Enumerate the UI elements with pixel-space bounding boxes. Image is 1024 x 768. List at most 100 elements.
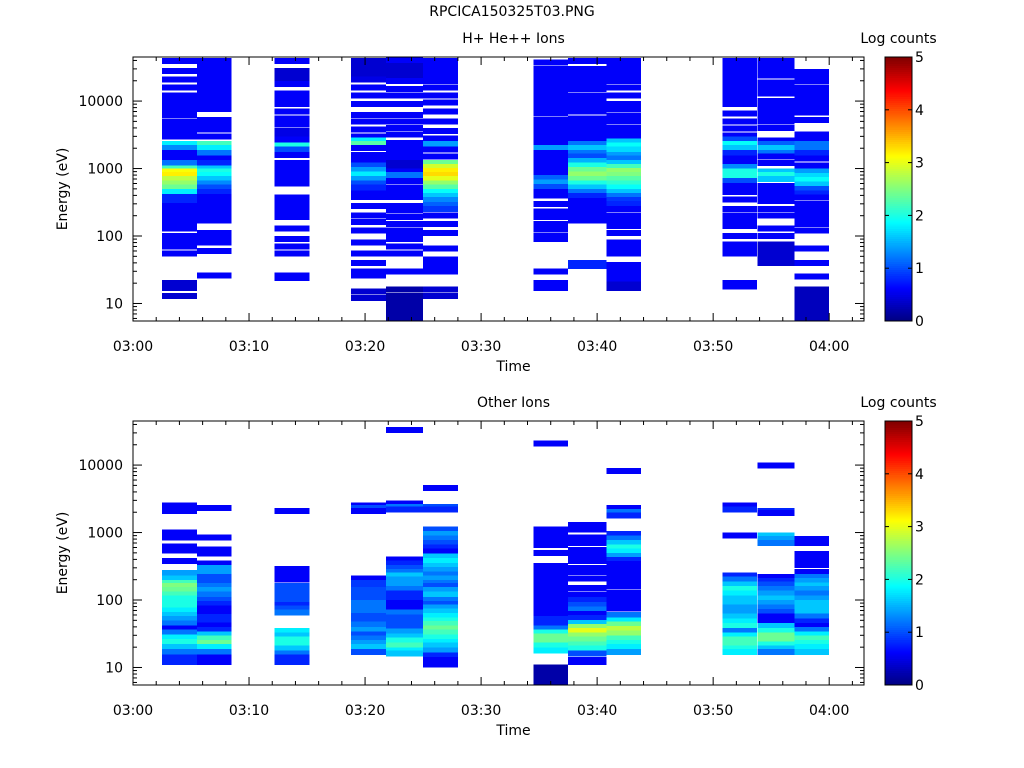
heatmap-cell xyxy=(162,141,197,148)
colorbar-segment xyxy=(885,487,912,490)
colorbar-segment xyxy=(885,660,912,663)
heatmap-cell xyxy=(722,595,758,602)
heatmap-cell xyxy=(794,109,830,116)
colorbar-segment xyxy=(885,242,912,246)
heatmap-cell xyxy=(162,225,197,232)
colorbar-tick-label: 1 xyxy=(915,261,924,277)
heatmap-cell xyxy=(606,135,642,142)
heatmap-cell xyxy=(757,532,795,539)
heatmap-cell xyxy=(385,642,423,649)
heatmap-cell xyxy=(722,627,758,634)
heatmap-cell xyxy=(794,211,830,218)
heatmap-cell xyxy=(196,648,232,655)
heatmap-cell xyxy=(794,635,830,642)
heatmap-cell xyxy=(162,239,197,246)
colorbar-segment xyxy=(885,261,912,264)
heatmap-cell xyxy=(533,562,569,569)
colorbar-segment xyxy=(885,462,912,465)
heatmap-cell xyxy=(794,295,830,302)
heatmap-cell xyxy=(423,600,458,607)
x-tick-label: 03:30 xyxy=(461,339,501,355)
heatmap-cell xyxy=(351,227,386,234)
heatmap-cell xyxy=(196,80,232,87)
colorbar-segment xyxy=(885,106,912,110)
heatmap-cell xyxy=(162,118,197,125)
heatmap-cell xyxy=(274,609,310,616)
heatmap-cell xyxy=(274,236,310,243)
heatmap-cell xyxy=(757,578,795,585)
heatmap-cell xyxy=(794,181,830,188)
heatmap-cell xyxy=(757,79,795,86)
heatmap-cell xyxy=(196,618,232,625)
heatmap-cell xyxy=(606,540,642,546)
heatmap-cell xyxy=(757,212,795,219)
heatmap-cell xyxy=(568,176,607,182)
colorbar-segment xyxy=(885,213,912,217)
heatmap-cell xyxy=(606,644,642,651)
heatmap-cell xyxy=(196,573,232,580)
heatmap-cell xyxy=(757,648,795,655)
heatmap-cell xyxy=(568,157,607,164)
heatmap-cell xyxy=(423,72,458,79)
heatmap-cell xyxy=(385,145,423,152)
heatmap-cell xyxy=(722,604,758,611)
colorbar-segment xyxy=(885,555,912,558)
heatmap-cell xyxy=(568,76,607,83)
x-tick-label: 03:20 xyxy=(345,703,385,719)
heatmap-cell xyxy=(722,502,758,509)
heatmap-cell xyxy=(757,183,795,190)
heatmap-cell xyxy=(757,586,795,593)
colorbar-segment xyxy=(885,178,912,182)
heatmap-cell xyxy=(385,292,423,299)
heatmap-cell xyxy=(351,621,386,628)
heatmap-cell xyxy=(196,168,232,175)
heatmap-cell xyxy=(757,102,795,109)
heatmap-cell xyxy=(196,88,232,95)
heatmap-cell xyxy=(162,176,197,182)
heatmap-cell xyxy=(722,188,758,195)
colorbar-segment xyxy=(885,600,912,604)
heatmap-cell xyxy=(794,640,830,647)
heatmap-cell xyxy=(196,546,232,553)
heatmap-cell xyxy=(722,648,758,655)
colorbar-segment xyxy=(885,656,912,659)
heatmap-cell xyxy=(606,552,642,559)
heatmap-cell xyxy=(196,141,232,148)
heatmap-cell xyxy=(351,202,386,209)
heatmap-cell xyxy=(533,120,569,127)
heatmap-cell xyxy=(606,184,642,191)
colorbar-segment xyxy=(885,672,912,676)
heatmap-cell xyxy=(196,145,232,152)
colorbar-segment xyxy=(885,67,912,70)
heatmap-cell xyxy=(196,84,232,91)
heatmap-cell xyxy=(351,648,386,655)
colorbar-segment xyxy=(885,302,912,306)
heatmap-cell xyxy=(568,597,607,603)
colorbar-segment xyxy=(885,612,912,616)
heatmap-cell xyxy=(385,150,423,156)
heatmap-cell xyxy=(351,92,386,99)
heatmap-cell xyxy=(533,125,569,132)
colorbar-segment xyxy=(885,316,912,320)
heatmap-cell xyxy=(568,180,607,187)
colorbar-segment xyxy=(885,211,912,215)
heatmap-cell xyxy=(794,582,830,589)
colorbar-segment xyxy=(885,137,912,141)
heatmap-cell xyxy=(533,145,569,152)
heatmap-cell xyxy=(351,184,386,191)
colorbar-segment xyxy=(885,437,912,441)
colorbar-segment xyxy=(885,619,912,622)
heatmap-cell xyxy=(568,193,607,200)
heatmap-cell xyxy=(606,621,642,628)
colorbar-segment xyxy=(885,423,912,426)
heatmap-cell xyxy=(274,659,310,666)
colorbar-segment xyxy=(885,530,912,533)
colorbar-segment xyxy=(885,292,912,295)
y-tick-label: 1000 xyxy=(87,526,123,542)
heatmap-cell xyxy=(606,648,642,655)
colorbar-segment xyxy=(885,608,912,612)
heatmap-cell xyxy=(351,76,386,83)
heatmap-cell xyxy=(568,262,607,269)
colorbar-segment xyxy=(885,191,912,194)
heatmap-cell xyxy=(196,505,232,512)
